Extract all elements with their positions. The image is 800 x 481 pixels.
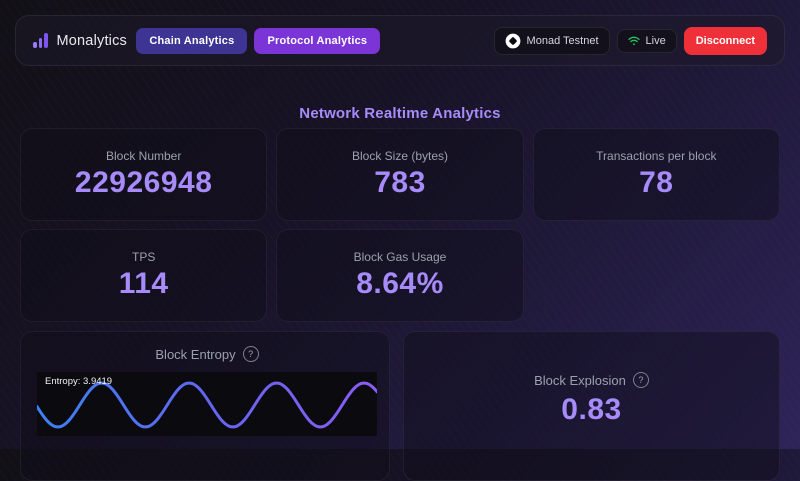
live-status-badge: Live <box>616 28 677 53</box>
entropy-wave-chart <box>37 381 377 429</box>
stat-value: 783 <box>374 166 426 199</box>
page-title: Network Realtime Analytics <box>299 105 501 122</box>
app-title: Monalytics <box>56 32 127 49</box>
stat-label: Block Number <box>105 149 182 163</box>
block-explosion-title: Block Explosion <box>534 372 626 388</box>
stat-label: Transactions per block <box>596 149 717 163</box>
stat-value: 8.64% <box>356 267 444 300</box>
stat-card-block-number: Block Number 22926948 <box>20 128 268 221</box>
entropy-annotation: Entropy: 3.9419 <box>45 376 113 387</box>
stat-card-block-gas-usage: Block Gas Usage 8.64% <box>276 229 524 322</box>
entropy-chart: Entropy: 3.9419 <box>37 372 377 436</box>
stat-label: Block Gas Usage <box>353 250 447 264</box>
block-entropy-title: Block Entropy <box>155 346 236 362</box>
bar-chart-icon <box>33 33 48 48</box>
disconnect-button[interactable]: Disconnect <box>683 26 767 55</box>
lower-panels: Block Entropy ? Entropy: 3.9419 Block Ex… <box>20 331 780 481</box>
live-badge-label: Live <box>645 34 666 47</box>
stat-value: 22926948 <box>74 166 213 199</box>
stat-card-tps: TPS 114 <box>20 229 268 322</box>
stats-grid: Block Number 22926948 Block Size (bytes)… <box>20 128 780 322</box>
block-explosion-value: 0.83 <box>561 393 622 426</box>
wifi-icon <box>627 36 640 46</box>
tab-chain-analytics[interactable]: Chain Analytics <box>136 27 248 54</box>
stat-value: 78 <box>639 166 674 199</box>
help-icon[interactable]: ? <box>632 372 649 388</box>
stat-card-transactions-per-block: Transactions per block 78 <box>532 128 780 221</box>
stat-label: Block Size (bytes) <box>351 149 448 163</box>
stat-value: 114 <box>118 267 169 300</box>
stat-label: TPS <box>131 250 156 264</box>
stat-card-block-size: Block Size (bytes) 783 <box>276 128 524 221</box>
entropy-wave-path <box>37 381 377 429</box>
block-entropy-panel: Block Entropy ? Entropy: 3.9419 <box>20 331 390 481</box>
nav-right-group: Monad Testnet Live Disconnect <box>493 26 767 55</box>
nav-tabs: Chain Analytics Protocol Analytics <box>75 27 442 54</box>
brand-logo[interactable]: Monalytics <box>33 33 127 49</box>
block-explosion-panel: Block Explosion ? 0.83 <box>403 331 780 481</box>
network-badge[interactable]: Monad Testnet <box>493 26 610 55</box>
tab-protocol-analytics[interactable]: Protocol Analytics <box>254 27 381 54</box>
top-navbar: Monalytics Chain Analytics Protocol Anal… <box>15 15 785 66</box>
help-icon[interactable]: ? <box>242 346 259 362</box>
network-badge-label: Monad Testnet <box>526 34 599 47</box>
monad-diamond-icon <box>505 33 521 49</box>
